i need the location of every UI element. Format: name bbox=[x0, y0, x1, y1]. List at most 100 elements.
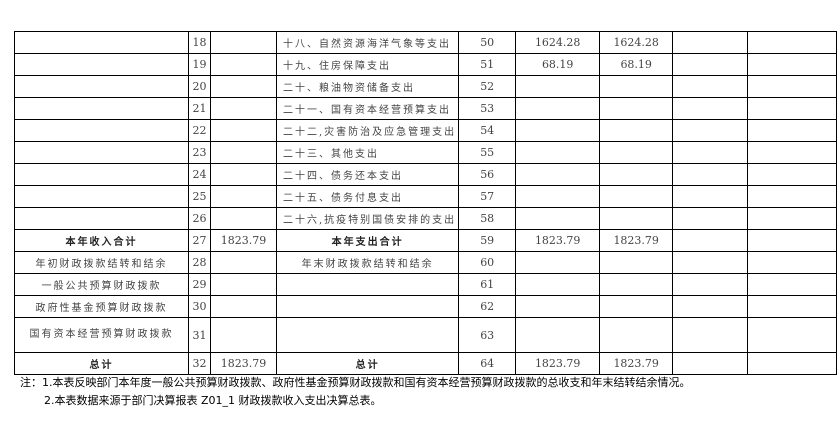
expense-line-no-cell: 60 bbox=[458, 251, 517, 274]
expense-fund-budget-cell bbox=[672, 207, 749, 230]
income-amount-cell bbox=[210, 251, 277, 274]
expense-general-budget-cell bbox=[599, 75, 674, 98]
income-item-cell bbox=[14, 185, 189, 208]
expense-state-capital-cell bbox=[747, 53, 838, 76]
income-item-cell bbox=[14, 97, 189, 120]
expense-item-cell: 二十五、债务付息支出 bbox=[275, 185, 460, 208]
expense-total-cell bbox=[515, 317, 601, 353]
expense-state-capital-cell bbox=[747, 119, 838, 142]
expense-general-budget-cell: 68.19 bbox=[599, 53, 674, 76]
expense-fund-budget-cell bbox=[672, 295, 749, 318]
income-amount-cell bbox=[210, 295, 277, 318]
income-item-cell bbox=[14, 141, 189, 164]
table-row: 一般公共预算财政拨款 29 61 bbox=[14, 273, 838, 296]
expense-state-capital-cell bbox=[747, 352, 838, 375]
expense-line-no-cell: 62 bbox=[458, 295, 517, 318]
expense-item-cell: 年末财政拨款结转和结余 bbox=[275, 251, 460, 274]
income-amount-cell bbox=[210, 141, 277, 164]
income-line-no-cell: 18 bbox=[188, 31, 211, 54]
expense-general-budget-cell: 1624.28 bbox=[599, 31, 674, 54]
expense-item-cell: 本年支出合计 bbox=[275, 229, 460, 252]
expense-total-cell bbox=[515, 295, 601, 318]
expense-general-budget-cell: 1823.79 bbox=[599, 229, 674, 252]
income-line-no-cell: 29 bbox=[188, 273, 211, 296]
income-item-cell: 国有资本经营预算财政拨款 bbox=[14, 317, 189, 353]
expense-line-no-cell: 61 bbox=[458, 273, 517, 296]
expense-state-capital-cell bbox=[747, 251, 838, 274]
expense-fund-budget-cell bbox=[672, 75, 749, 98]
income-line-no-cell: 19 bbox=[188, 53, 211, 76]
income-line-no-cell: 24 bbox=[188, 163, 211, 186]
expense-line-no-cell: 58 bbox=[458, 207, 517, 230]
expense-total-cell bbox=[515, 273, 601, 296]
expense-state-capital-cell bbox=[747, 185, 838, 208]
table-row: 本年收入合计 27 1823.79 本年支出合计 59 1823.79 1823.79 bbox=[14, 229, 838, 252]
income-item-cell bbox=[14, 31, 189, 54]
income-item-cell bbox=[14, 119, 189, 142]
income-amount-cell bbox=[210, 207, 277, 230]
expense-line-no-cell: 54 bbox=[458, 119, 517, 142]
table-row: 23 二十三、其他支出 55 bbox=[14, 141, 838, 164]
table-row: 22 二十二,灾害防治及应急管理支出 54 bbox=[14, 119, 838, 142]
expense-total-cell bbox=[515, 185, 601, 208]
expense-fund-budget-cell bbox=[672, 251, 749, 274]
expense-total-cell bbox=[515, 251, 601, 274]
table-row: 21 二十一、国有资本经营预算支出 53 bbox=[14, 97, 838, 120]
table-row: 总计 32 1823.79 总计 64 1823.79 1823.79 bbox=[14, 352, 838, 375]
expense-total-cell: 1823.79 bbox=[515, 229, 601, 252]
expense-fund-budget-cell bbox=[672, 53, 749, 76]
fiscal-appropriation-table: 18 十八、自然资源海洋气象等支出 50 1624.28 1624.28 19 十九、住房保… bbox=[14, 31, 838, 375]
expense-line-no-cell: 52 bbox=[458, 75, 517, 98]
expense-total-cell bbox=[515, 75, 601, 98]
income-item-cell bbox=[14, 207, 189, 230]
expense-item-cell: 二十二,灾害防治及应急管理支出 bbox=[275, 119, 460, 142]
expense-fund-budget-cell bbox=[672, 185, 749, 208]
expense-item-cell: 二十六,抗疫特别国债安排的支出 bbox=[275, 207, 460, 230]
expense-state-capital-cell bbox=[747, 273, 838, 296]
income-amount-cell bbox=[210, 31, 277, 54]
expense-item-cell: 十八、自然资源海洋气象等支出 bbox=[275, 31, 460, 54]
income-line-no-cell: 32 bbox=[188, 352, 211, 375]
expense-item-cell: 二十、粮油物资储备支出 bbox=[275, 75, 460, 98]
income-line-no-cell: 28 bbox=[188, 251, 211, 274]
expense-line-no-cell: 50 bbox=[458, 31, 517, 54]
expense-item-cell: 十九、住房保障支出 bbox=[275, 53, 460, 76]
income-amount-cell bbox=[210, 163, 277, 186]
expense-line-no-cell: 59 bbox=[458, 229, 517, 252]
income-item-cell: 一般公共预算财政拨款 bbox=[14, 273, 189, 296]
expense-item-cell bbox=[275, 273, 460, 296]
expense-line-no-cell: 55 bbox=[458, 141, 517, 164]
income-line-no-cell: 21 bbox=[188, 97, 211, 120]
expense-general-budget-cell bbox=[599, 273, 674, 296]
income-line-no-cell: 31 bbox=[188, 317, 211, 353]
expense-general-budget-cell bbox=[599, 295, 674, 318]
expense-fund-budget-cell bbox=[672, 97, 749, 120]
table-row: 国有资本经营预算财政拨款 31 63 bbox=[14, 317, 838, 353]
expense-general-budget-cell bbox=[599, 317, 674, 353]
expense-item-cell bbox=[275, 295, 460, 318]
income-line-no-cell: 22 bbox=[188, 119, 211, 142]
expense-general-budget-cell bbox=[599, 251, 674, 274]
income-item-cell: 年初财政拨款结转和结余 bbox=[14, 251, 189, 274]
income-line-no-cell: 25 bbox=[188, 185, 211, 208]
expense-item-cell: 二十三、其他支出 bbox=[275, 141, 460, 164]
income-line-no-cell: 23 bbox=[188, 141, 211, 164]
expense-line-no-cell: 51 bbox=[458, 53, 517, 76]
table-row: 18 十八、自然资源海洋气象等支出 50 1624.28 1624.28 bbox=[14, 31, 838, 54]
expense-item-cell: 二十四、债务还本支出 bbox=[275, 163, 460, 186]
expense-item-cell bbox=[275, 317, 460, 353]
expense-general-budget-cell bbox=[599, 207, 674, 230]
income-amount-cell bbox=[210, 75, 277, 98]
expense-fund-budget-cell bbox=[672, 229, 749, 252]
expense-total-cell bbox=[515, 141, 601, 164]
expense-fund-budget-cell bbox=[672, 163, 749, 186]
expense-fund-budget-cell bbox=[672, 352, 749, 375]
income-item-cell bbox=[14, 163, 189, 186]
table-row: 26 二十六,抗疫特别国债安排的支出 58 bbox=[14, 207, 838, 230]
expense-item-cell: 二十一、国有资本经营预算支出 bbox=[275, 97, 460, 120]
table-row: 24 二十四、债务还本支出 56 bbox=[14, 163, 838, 186]
expense-total-cell: 1823.79 bbox=[515, 352, 601, 375]
income-amount-cell bbox=[210, 119, 277, 142]
table-notes: 注：1.本表反映部门本年度一般公共预算财政拨款、政府性基金预算财政拨款和国有资本… bbox=[20, 374, 691, 410]
table-row: 20 二十、粮油物资储备支出 52 bbox=[14, 75, 838, 98]
